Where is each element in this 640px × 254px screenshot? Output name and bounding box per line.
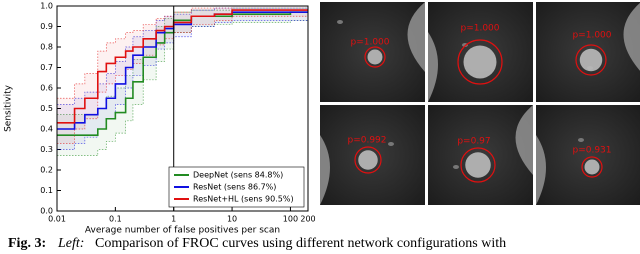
nodule — [465, 152, 491, 178]
nodule — [585, 160, 600, 175]
image-panel: p=0.931 — [536, 105, 640, 205]
legend-label: ResNet+HL (sens 90.5%) — [193, 195, 294, 204]
nodule — [464, 46, 497, 79]
nodule — [580, 49, 603, 72]
y-tick-label: 0.6 — [40, 84, 53, 93]
vessel — [337, 20, 343, 24]
caption-text: Comparison of FROC curves using differen… — [95, 236, 506, 250]
legend-label: ResNet (sens 86.7%) — [193, 183, 276, 192]
legend-label: DeepNet (sens 84.8%) — [193, 171, 283, 180]
probability-label: p=0.931 — [572, 146, 611, 156]
x-tick-label: 0.1 — [109, 215, 122, 224]
y-tick-label: 0.1 — [40, 186, 53, 195]
y-axis-label: Sensitivity — [4, 84, 14, 132]
x-tick-label: 0.01 — [48, 215, 66, 224]
nodule — [368, 50, 383, 65]
probability-label: p=0.97 — [457, 137, 490, 147]
image-panel: p=1.000 — [428, 2, 533, 102]
y-tick-label: 0.5 — [40, 104, 53, 113]
probability-label: p=1.000 — [460, 24, 499, 34]
probability-label: p=1.000 — [350, 38, 389, 48]
y-tick-label: 1.0 — [40, 2, 53, 11]
probability-label: p=0.992 — [347, 136, 386, 146]
x-tick-label: 200 — [300, 215, 315, 224]
vessel — [453, 165, 459, 169]
caption-number: Fig. 3: — [8, 236, 46, 250]
y-tick-label: 0.2 — [40, 166, 53, 175]
caption-lead: Left: — [57, 236, 84, 250]
vessel — [388, 142, 394, 146]
y-tick-label: 0.7 — [40, 63, 53, 72]
probability-label: p=1.000 — [572, 31, 611, 41]
y-tick-label: 0.9 — [40, 22, 53, 31]
x-tick-label: 100 — [283, 215, 298, 224]
x-axis-label: Average number of false positives per sc… — [85, 226, 280, 236]
nodule — [358, 150, 378, 170]
y-tick-label: 0.4 — [40, 125, 53, 134]
image-panel: p=1.000 — [320, 2, 425, 102]
x-tick-label: 10 — [227, 215, 237, 224]
y-tick-label: 0.8 — [40, 43, 53, 52]
x-tick-label: 1 — [171, 215, 176, 224]
y-tick-label: 0.3 — [40, 145, 53, 154]
vessel — [578, 138, 584, 142]
image-panel: p=1.000 — [536, 2, 640, 102]
image-panel: p=0.992 — [320, 105, 425, 205]
image-panel: p=0.97 — [428, 105, 533, 205]
